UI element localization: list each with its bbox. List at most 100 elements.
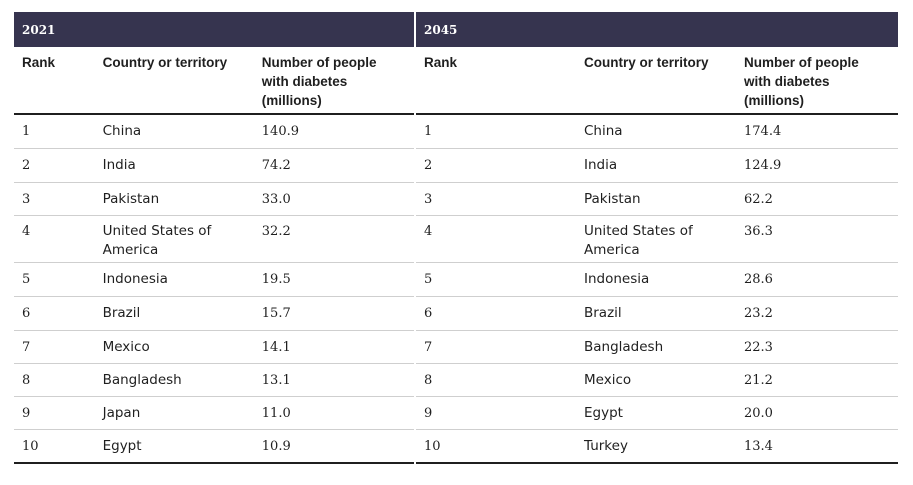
header-value-line: with diabetes <box>261 74 348 89</box>
header-country: Country or territory <box>102 55 228 70</box>
table-row: 9 Egypt 20.0 <box>416 397 898 430</box>
table-row: 8 Mexico 21.2 <box>416 364 898 397</box>
rank-cell: 8 <box>424 373 433 388</box>
value-cell: 33.0 <box>261 192 291 207</box>
rank-cell: 5 <box>22 272 31 287</box>
rank-cell: 6 <box>424 306 433 321</box>
header-value: Number of people with diabetes (millions… <box>744 47 898 113</box>
table-panels: 2021 Rank Country or territory Number of… <box>14 12 898 464</box>
rank-cell: 6 <box>22 306 31 321</box>
value-cell: 32.2 <box>261 224 291 239</box>
rank-cell: 10 <box>424 439 441 454</box>
country-cell: Egypt <box>584 405 623 421</box>
rank-cell: 9 <box>22 406 31 421</box>
table-row: 2 India 124.9 <box>416 149 898 183</box>
rank-cell: 2 <box>424 158 433 173</box>
country-cell: China <box>102 123 142 139</box>
header-value: Number of people with diabetes (millions… <box>262 47 414 113</box>
table-row: 7 Bangladesh 22.3 <box>416 331 898 364</box>
year-band-2021: 2021 <box>14 12 414 47</box>
table-row: 3 Pakistan 33.0 <box>14 183 414 216</box>
value-cell: 74.2 <box>261 158 291 173</box>
table-row: 5 Indonesia 19.5 <box>14 263 414 297</box>
value-cell: 13.4 <box>744 439 773 454</box>
header-rank: Rank <box>424 55 458 70</box>
country-cell: Pakistan <box>102 191 160 207</box>
country-cell: Indonesia <box>102 271 168 287</box>
year-label: 2021 <box>22 22 56 37</box>
column-headers: Rank Country or territory Number of peop… <box>416 47 898 115</box>
value-cell: 21.2 <box>744 373 773 388</box>
rank-cell: 1 <box>22 124 31 139</box>
value-cell: 14.1 <box>261 340 291 355</box>
country-cell: Mexico <box>584 372 632 388</box>
country-cell: United States of America <box>103 222 262 262</box>
country-cell: Brazil <box>102 305 141 321</box>
table-row: 2 India 74.2 <box>14 149 414 183</box>
value-cell: 22.3 <box>744 340 773 355</box>
country-cell: Indonesia <box>584 271 650 287</box>
value-cell: 10.9 <box>261 439 291 454</box>
panel-2021: 2021 Rank Country or territory Number of… <box>14 12 416 464</box>
rank-cell: 4 <box>424 224 433 239</box>
header-value-line: (millions) <box>744 93 804 108</box>
value-cell: 140.9 <box>261 124 299 139</box>
rank-cell: 3 <box>424 192 433 207</box>
country-cell: Bangladesh <box>584 339 664 355</box>
value-cell: 23.2 <box>744 306 773 321</box>
table-row: 3 Pakistan 62.2 <box>416 183 898 216</box>
table-row: 1 China 174.4 <box>416 115 898 149</box>
country-cell: India <box>584 157 618 173</box>
header-value-line: Number of people <box>261 55 377 70</box>
value-cell: 36.3 <box>744 224 773 239</box>
rank-cell: 7 <box>22 340 31 355</box>
year-band-2045: 2045 <box>416 12 898 47</box>
value-cell: 174.4 <box>744 124 782 139</box>
country-cell: Brazil <box>584 305 622 321</box>
table-row: 9 Japan 11.0 <box>14 397 414 430</box>
table-row: 10 Turkey 13.4 <box>416 430 898 464</box>
table-row: 4 United States of America 32.2 <box>14 216 414 263</box>
table-row: 5 Indonesia 28.6 <box>416 263 898 297</box>
header-country: Country or territory <box>584 55 709 70</box>
table-row: 8 Bangladesh 13.1 <box>14 364 414 397</box>
year-label: 2045 <box>424 22 458 37</box>
value-cell: 15.7 <box>261 306 291 321</box>
value-cell: 13.1 <box>261 373 291 388</box>
country-line: United States of <box>584 223 693 239</box>
table-row: 7 Mexico 14.1 <box>14 331 414 364</box>
country-cell: Egypt <box>102 438 142 454</box>
value-cell: 19.5 <box>261 272 291 287</box>
value-cell: 28.6 <box>744 272 773 287</box>
rank-cell: 7 <box>424 340 433 355</box>
country-cell: India <box>102 157 136 173</box>
header-rank: Rank <box>22 55 56 70</box>
diabetes-ranking-table: 2021 Rank Country or territory Number of… <box>14 12 898 464</box>
table-row: 10 Egypt 10.9 <box>14 430 414 464</box>
country-cell: Turkey <box>584 438 628 454</box>
rank-cell: 10 <box>22 439 39 454</box>
country-cell: Mexico <box>102 339 150 355</box>
header-value-line: with diabetes <box>744 74 830 89</box>
value-cell: 20.0 <box>744 406 773 421</box>
country-cell: United States of America <box>584 222 744 262</box>
header-value-line: (millions) <box>261 93 322 108</box>
header-value-line: Number of people <box>744 55 859 70</box>
country-cell: Japan <box>102 405 141 421</box>
country-line: America <box>102 242 159 258</box>
country-line: America <box>584 242 640 258</box>
table-row: 6 Brazil 15.7 <box>14 297 414 331</box>
rank-cell: 1 <box>424 124 433 139</box>
rank-cell: 8 <box>22 373 31 388</box>
table-row: 1 China 140.9 <box>14 115 414 149</box>
country-line: United States of <box>102 223 212 239</box>
panel-2045: 2045 Rank Country or territory Number of… <box>416 12 898 464</box>
rank-cell: 3 <box>22 192 31 207</box>
rank-cell: 9 <box>424 406 433 421</box>
value-cell: 11.0 <box>261 406 291 421</box>
table-row: 6 Brazil 23.2 <box>416 297 898 331</box>
value-cell: 62.2 <box>744 192 773 207</box>
country-cell: Pakistan <box>584 191 641 207</box>
country-cell: China <box>584 123 623 139</box>
rank-cell: 5 <box>424 272 433 287</box>
